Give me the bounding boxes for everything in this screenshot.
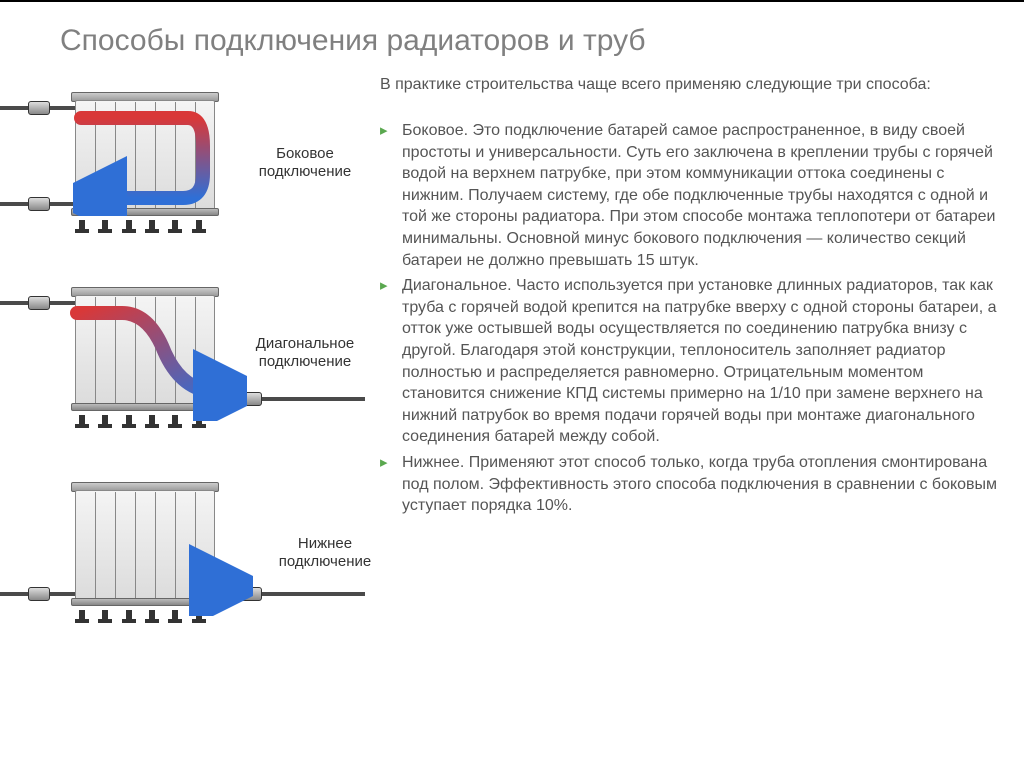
valve-icon [28, 197, 50, 211]
bullet-item: Диагональное. Часто используется при уст… [380, 275, 1000, 448]
radiator-icon [55, 480, 235, 620]
label-diagonal: Диагональноеподключение [245, 335, 365, 371]
valve-icon [28, 101, 50, 115]
bullet-item: Боковое. Это подключение батарей самое р… [380, 120, 1000, 271]
radiator-side-block: Боковоеподключение [0, 90, 375, 230]
radiator-icon [55, 285, 235, 425]
radiator-icon [55, 90, 235, 230]
flow-arrow-bottom [63, 486, 253, 616]
radiator-diagonal-block: Диагональноеподключение [0, 285, 375, 425]
flow-arrow-diagonal [67, 291, 247, 421]
radiator-feet [55, 216, 235, 230]
label-side: Боковоеподключение [250, 145, 360, 181]
flow-arrow-side [73, 96, 223, 216]
slide-title: Способы подключения радиаторов и труб [60, 24, 646, 58]
valve-icon [28, 296, 50, 310]
radiator-bottom-block: Нижнееподключение [0, 480, 375, 620]
presentation-slide: Способы подключения радиаторов и труб В … [0, 2, 1024, 767]
intro-text: В практике строительства чаще всего прим… [380, 74, 1000, 96]
valve-icon [28, 587, 50, 601]
bullet-list: Боковое. Это подключение батарей самое р… [380, 120, 1000, 521]
bullet-item: Нижнее. Применяют этот способ только, ко… [380, 452, 1000, 517]
label-bottom: Нижнееподключение [270, 535, 380, 571]
radiator-diagrams: Боковоеподключение [0, 90, 375, 700]
